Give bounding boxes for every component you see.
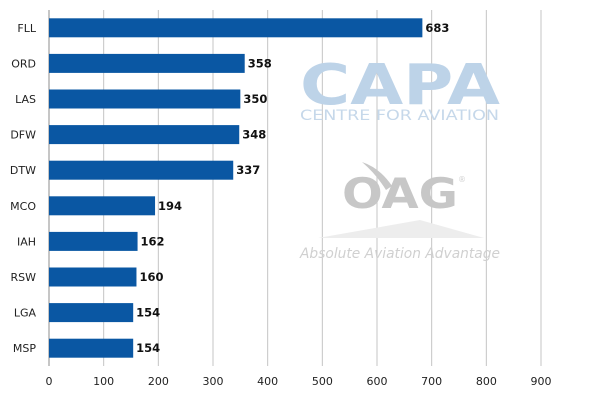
category-axis: FLL ORD LAS DFW DTW MCO IAH RSW LGA MSP [10,22,37,355]
capa-subtitle: CENTRE FOR AVIATION [300,108,499,124]
value-label-msp: 154 [136,341,160,355]
category-label-rsw: RSW [10,271,36,284]
bar-rsw [49,267,137,287]
value-labels: 683 358 350 348 337 194 162 160 154 154 [136,21,449,355]
value-label-iah: 162 [141,234,165,248]
value-label-ord: 358 [248,56,272,70]
watermark: CAPA CENTRE FOR AVIATION OAG ® Absolute … [299,53,501,262]
category-label-fll: FLL [17,22,36,35]
oag-registered-mark: ® [458,175,466,184]
bar-las [49,89,241,109]
bar-lga [49,303,134,323]
oag-tagline: Absolute Aviation Advantage [299,246,500,262]
bar-fll [49,18,423,38]
x-tick-label-400: 400 [257,375,278,388]
x-tick-label-800: 800 [476,375,497,388]
value-label-las: 350 [243,92,267,106]
category-label-dfw: DFW [10,129,36,142]
bar-ord [49,53,245,73]
x-tick-label-100: 100 [93,375,114,388]
bar-mco [49,196,156,216]
bar-dfw [49,125,240,145]
oag-shadow-shape [318,220,484,238]
value-label-mco: 194 [158,199,182,213]
x-tick-label-0: 0 [46,375,53,388]
value-axis: 0 100 200 300 400 500 600 700 800 900 [46,375,552,388]
value-label-lga: 154 [136,306,160,320]
bars [49,18,423,358]
bar-dtw [49,160,234,180]
x-tick-label-300: 300 [203,375,224,388]
value-label-rsw: 160 [139,270,163,284]
x-tick-label-900: 900 [531,375,552,388]
capa-logo-text: CAPA [300,53,501,118]
category-label-las: LAS [15,93,36,106]
x-tick-label-500: 500 [312,375,333,388]
category-label-iah: IAH [17,235,36,248]
bar-iah [49,231,138,251]
value-label-dtw: 337 [236,163,260,177]
x-tick-label-600: 600 [367,375,388,388]
oag-swoosh-icon [362,162,392,190]
value-label-fll: 683 [425,21,449,35]
value-label-dfw: 348 [242,128,266,142]
category-label-lga: LGA [14,307,37,320]
category-label-ord: ORD [11,57,36,70]
bar-msp [49,338,134,358]
category-label-mco: MCO [10,200,36,213]
x-tick-label-700: 700 [421,375,442,388]
category-label-msp: MSP [13,342,36,355]
category-label-dtw: DTW [10,164,36,177]
oag-logo-text: OAG [342,169,458,218]
x-tick-label-200: 200 [148,375,169,388]
